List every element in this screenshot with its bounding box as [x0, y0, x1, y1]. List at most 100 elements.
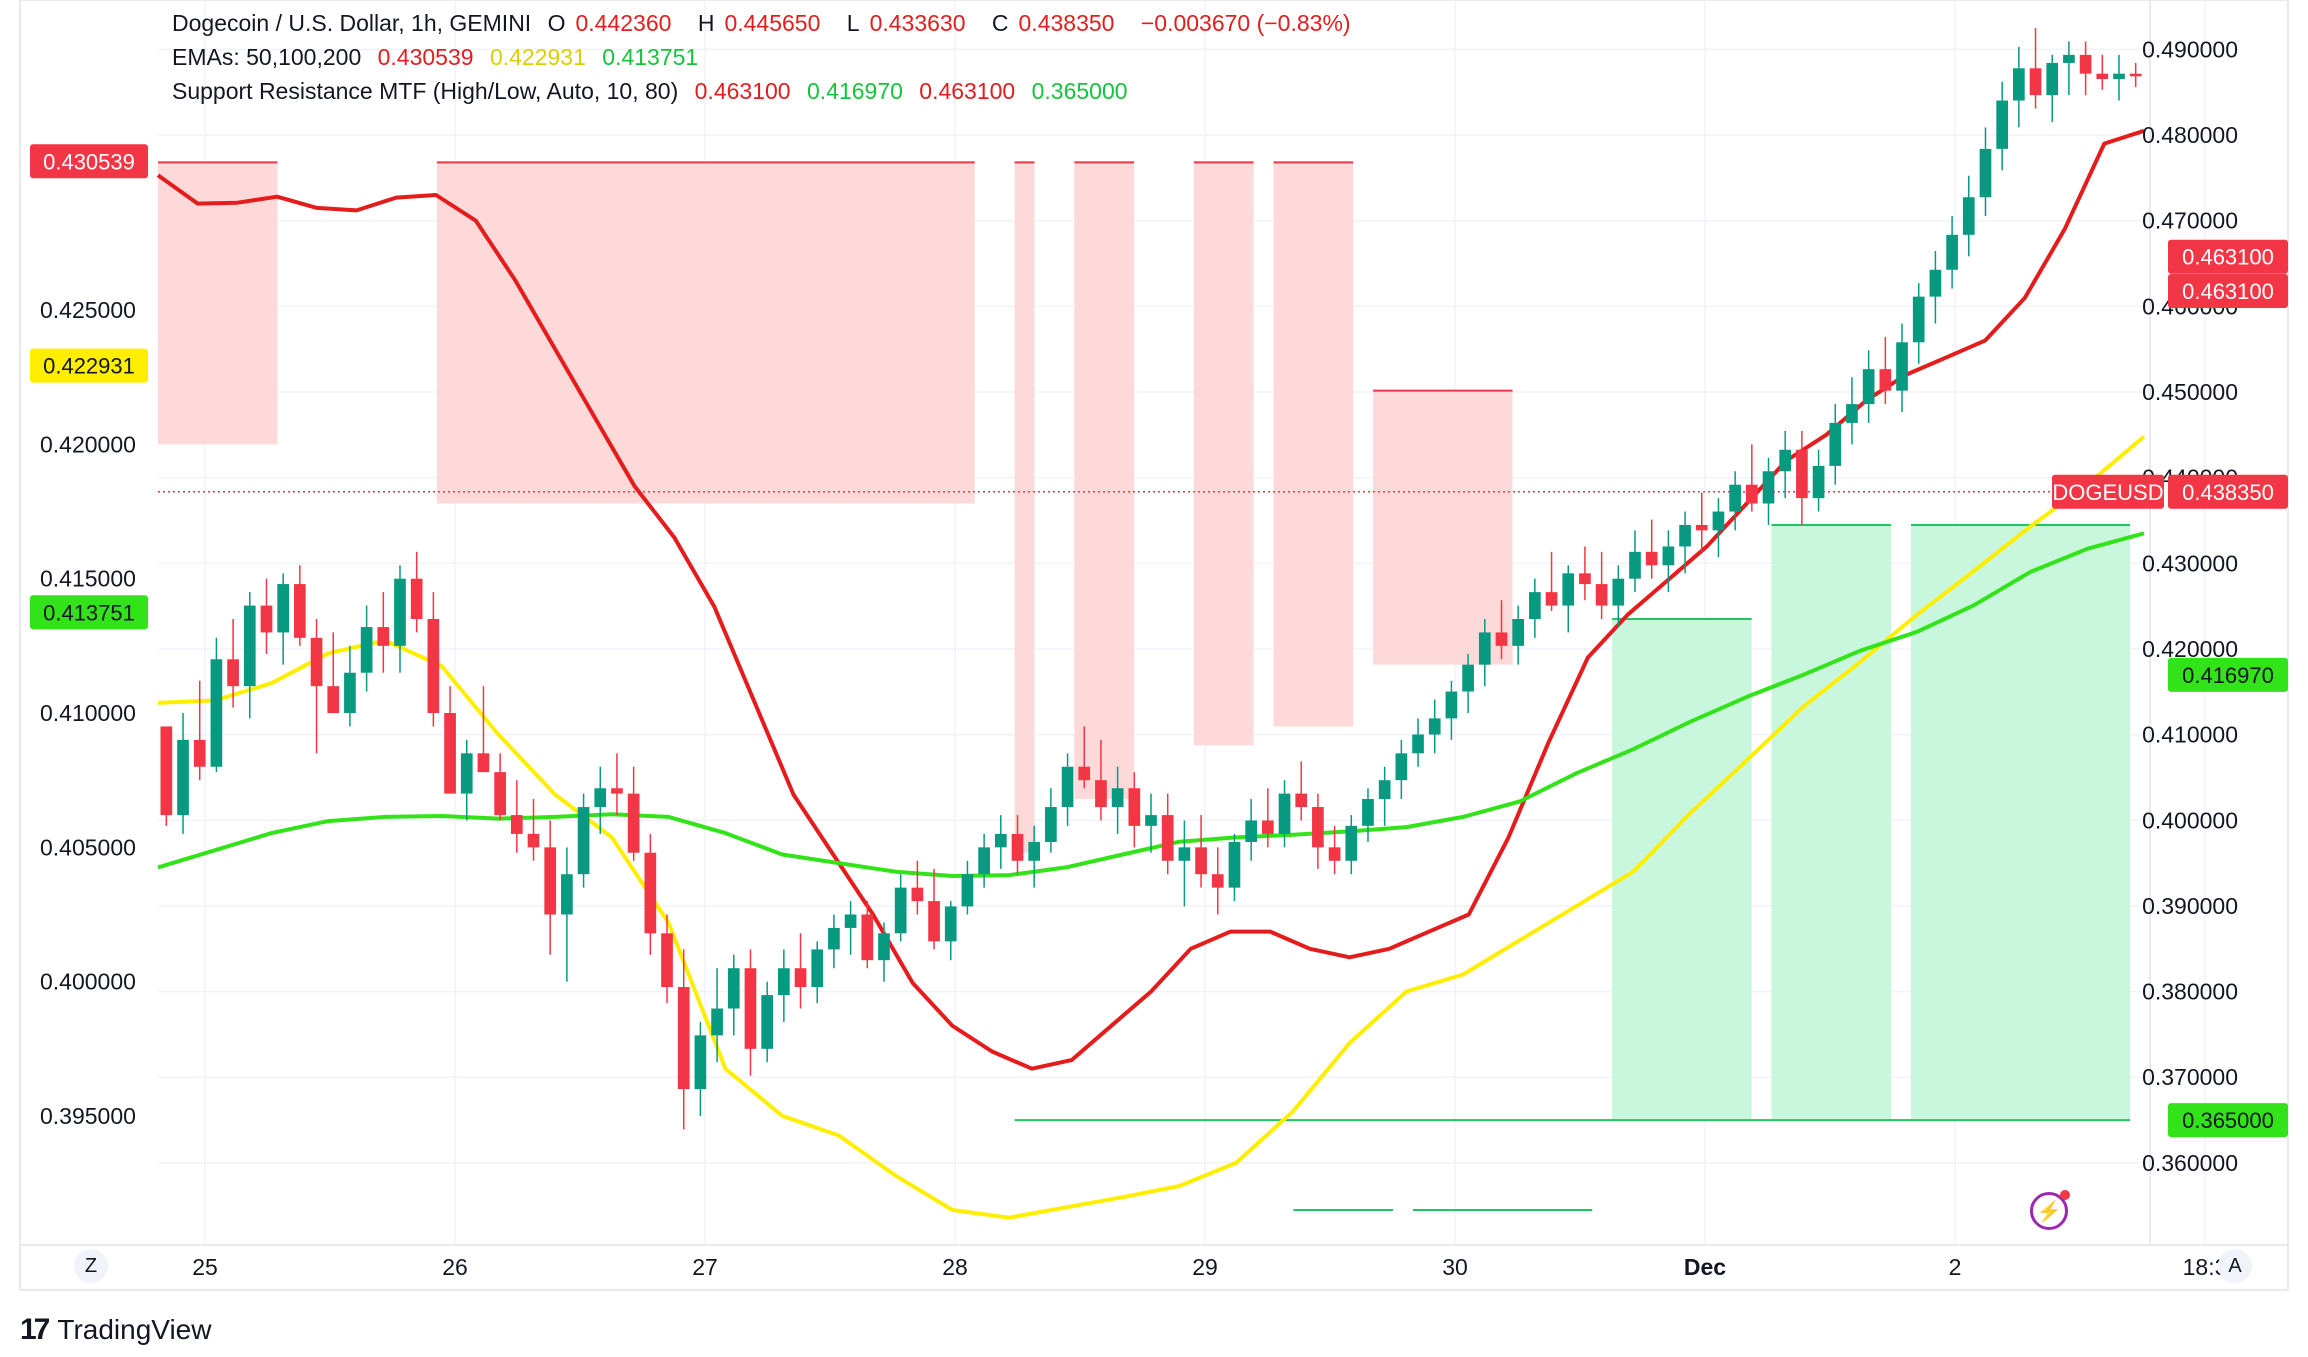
candle-body [2129, 73, 2142, 77]
candle-body [460, 753, 473, 794]
left-axis-tick-label: 0.395000 [40, 1103, 136, 1129]
price-tag-bg [2168, 1103, 2288, 1138]
right-axis-tick-label: 0.480000 [2142, 122, 2238, 148]
candle [861, 901, 874, 969]
price-axes: 0.360000 0.370000 0.380000 0.390000 0.400000… [40, 36, 2238, 1280]
left-axis-tick-label: 0.400000 [40, 969, 136, 995]
candle [711, 968, 723, 1063]
candle-body [1929, 269, 1942, 297]
candle-body [594, 788, 607, 808]
candle [1912, 283, 1925, 364]
candle-body [744, 968, 757, 1049]
candle [1478, 619, 1491, 687]
support-resistance-zones [158, 161, 2150, 1211]
candle [811, 941, 824, 1004]
tradingview-logo[interactable]: 17 TradingView [20, 1313, 211, 1347]
time-axis-label: 28 [942, 1254, 968, 1280]
candle-body [561, 874, 573, 915]
price-tag-bg [30, 595, 148, 630]
price-tag-label: 0.430539 [43, 149, 135, 174]
candle [210, 637, 223, 773]
candle [727, 954, 740, 1036]
sr-value-2: 0.416970 [806, 78, 903, 104]
candle [1462, 653, 1474, 714]
candle [2129, 62, 2142, 88]
candle-body [227, 659, 239, 687]
candle-body [1846, 404, 1858, 423]
candle [778, 949, 790, 1022]
candle [1929, 250, 1942, 324]
time-axis-label: 27 [692, 1254, 718, 1280]
candle [1962, 175, 1975, 257]
candle-body [1679, 524, 1691, 547]
candle [661, 914, 673, 1004]
candle-body [644, 852, 657, 934]
right-axis-tick-label: 0.390000 [2142, 893, 2238, 919]
ema-label: EMAs: 50,100,200 [172, 44, 362, 70]
resistance-zone [1273, 162, 1354, 727]
price-tag: 0.416970 [2168, 657, 2288, 692]
candle [627, 766, 640, 861]
price-tag: 0.365000 [2168, 1103, 2288, 1138]
candle-body [677, 987, 690, 1090]
candle [243, 592, 256, 719]
right-axis-tick-label: 0.420000 [2142, 636, 2238, 662]
candle-body [477, 753, 490, 773]
candle [2113, 54, 2125, 101]
candle [1078, 726, 1091, 789]
candle-body [1579, 573, 1591, 585]
candlestick-series [160, 28, 2142, 1130]
candle [427, 592, 440, 727]
ema-line-1 [156, 128, 2145, 1071]
candle [828, 914, 840, 969]
candle [1846, 377, 1858, 445]
candle-body [2029, 68, 2042, 96]
price-tag-bg [30, 348, 148, 383]
candle [928, 868, 940, 950]
candle-body [1061, 766, 1074, 808]
candle [1345, 815, 1358, 875]
candle [377, 592, 390, 673]
price-tag: 0.463100 [2168, 239, 2288, 274]
left-axis-tick-label: 0.425000 [40, 297, 136, 323]
candle-body [193, 739, 206, 767]
candle [1695, 492, 1708, 552]
candle-body [911, 887, 924, 902]
candle-body [1996, 100, 2009, 149]
candle-body [277, 584, 290, 633]
candle [1896, 323, 1908, 413]
z-button[interactable]: Z [74, 1249, 108, 1283]
candle-body [761, 995, 773, 1049]
right-axis-tick-label: 0.370000 [2142, 1064, 2238, 1090]
time-axis-label: Dec [1684, 1254, 1726, 1280]
candle [944, 901, 957, 961]
candle-body [1161, 815, 1174, 861]
candle [694, 1021, 707, 1116]
candle [360, 605, 373, 692]
candle-body [2096, 73, 2109, 80]
left-axis-tick-label: 0.410000 [40, 700, 136, 726]
price-tag-bg [2052, 474, 2164, 509]
candle-body [1428, 718, 1441, 735]
candle [561, 847, 573, 982]
candle-body [861, 914, 874, 961]
candle [2046, 54, 2059, 123]
candle [1996, 81, 2009, 171]
candle-body [978, 847, 990, 875]
a-button[interactable]: A [2218, 1249, 2252, 1283]
notification-dot [2060, 1190, 2070, 1200]
left-axis-tick-label: 0.415000 [40, 566, 136, 592]
candle-body [1695, 524, 1708, 531]
left-axis-tick-label: 0.420000 [40, 431, 136, 457]
price-tag-label: DOGEUSD [2052, 480, 2163, 505]
candle [1729, 471, 1741, 531]
candle [677, 949, 690, 1130]
candle [494, 753, 506, 821]
candle [1812, 449, 1825, 512]
candle-body [377, 627, 390, 646]
candle-body [2113, 73, 2125, 80]
flash-icon[interactable]: ⚡ [2030, 1192, 2068, 1230]
candle [1362, 788, 1374, 842]
candle-body [1178, 847, 1191, 861]
